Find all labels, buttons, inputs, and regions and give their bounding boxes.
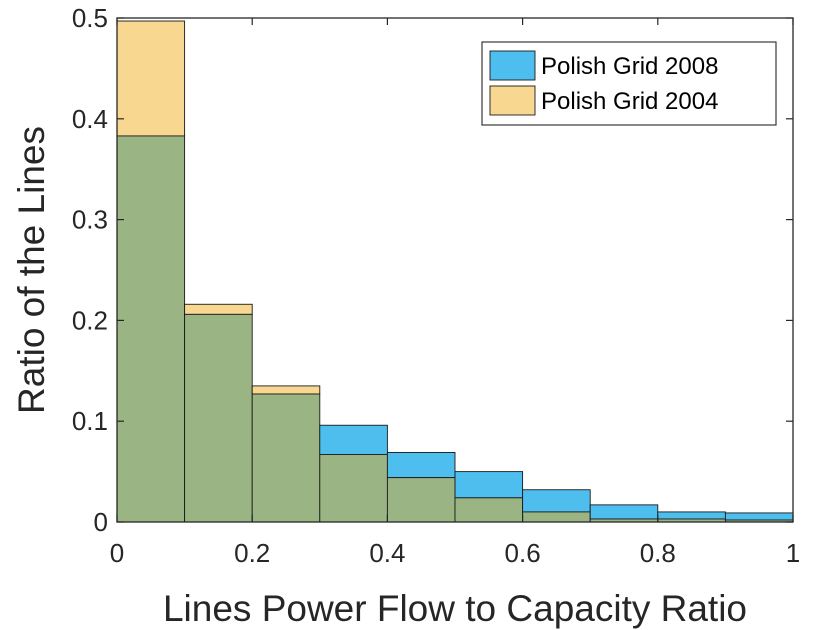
bar-series-0-bin-6: [522, 489, 591, 513]
legend-swatch: [489, 50, 536, 81]
bar-series-1-bin-1: [184, 303, 253, 315]
y-tick-label: 0.2: [72, 305, 108, 335]
ticks-layer: [116, 17, 794, 523]
bar-series-1-bin-2: [251, 385, 321, 395]
bar-series-1-bin-0: [116, 20, 186, 137]
bar-overlap-bin-0: [116, 135, 186, 523]
x-tick-label: 0.6: [505, 538, 541, 568]
x-tick-label: 1: [786, 538, 800, 568]
y-tick-label: 0.1: [72, 406, 108, 436]
legend: Polish Grid 2008 Polish Grid 2004: [481, 41, 777, 126]
y-tick-label: 0: [94, 507, 108, 537]
bar-overlap-bin-3: [319, 454, 388, 523]
y-axis-label: Ratio of the Lines: [11, 126, 52, 414]
legend-label: Polish Grid 2004: [541, 88, 718, 115]
bar-series-0-bin-3: [319, 424, 388, 455]
bar-series-0-bin-9: [724, 512, 794, 521]
x-tick-label: 0: [110, 538, 124, 568]
x-tick-label: 0.4: [369, 538, 405, 568]
x-tick-label: 0.8: [640, 538, 676, 568]
y-tick-label: 0.3: [72, 205, 108, 235]
y-tick-label: 0.4: [72, 104, 108, 134]
bar-overlap-bin-4: [386, 477, 456, 523]
bar-series-0-bin-7: [589, 504, 659, 520]
x-axis-label: Lines Power Flow to Capacity Ratio: [163, 588, 747, 629]
bar-overlap-bin-6: [522, 511, 591, 523]
axes-box: [116, 17, 794, 523]
legend-swatch: [489, 85, 536, 116]
x-tick-label: 0.2: [234, 538, 270, 568]
bar-series-0-bin-8: [657, 511, 726, 520]
bar-series-0-bin-4: [386, 451, 456, 479]
y-tick-label: 0.5: [72, 3, 108, 33]
bar-overlap-bin-1: [184, 313, 253, 523]
bar-series-0-bin-5: [454, 471, 524, 499]
legend-label: Polish Grid 2008: [541, 53, 718, 80]
bar-overlap-bin-5: [454, 497, 524, 523]
bar-overlap-bin-2: [251, 393, 321, 523]
tick-labels-layer: 0 0.2 0.4 0.6 0.8 1 0 0.1 0.2 0.3 0.4 0.5: [72, 3, 800, 568]
bars-layer: [116, 20, 794, 523]
